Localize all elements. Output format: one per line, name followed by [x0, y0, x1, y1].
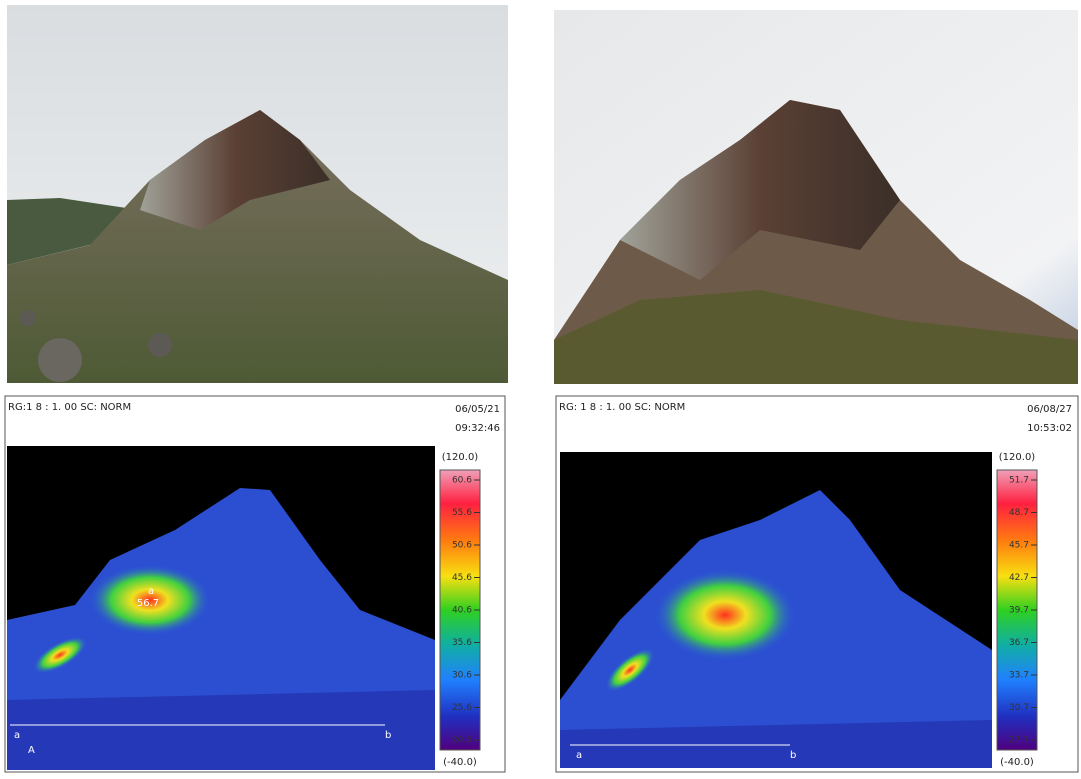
- scale-max: (120.0): [999, 452, 1036, 463]
- scale-label: 30.7: [1009, 703, 1029, 713]
- scale-label: 30.6: [452, 671, 472, 681]
- point-value: 56.7: [137, 598, 159, 609]
- line-end: b: [385, 730, 391, 741]
- scale-max: (120.0): [442, 452, 479, 463]
- figure: RG:1 8 : 1. 00 SC: NORM 06/05/21 09:32:46 (…: [0, 0, 1081, 775]
- header: RG: 1 8 : 1. 00 SC: NORM: [559, 402, 685, 413]
- scale-label: 55.6: [452, 508, 472, 518]
- scale-min: (-40.0): [1000, 757, 1034, 768]
- date: 06/08/27: [1027, 404, 1072, 415]
- line-end: b: [790, 750, 796, 761]
- scale-label: 35.6: [452, 638, 472, 648]
- photo-right: [554, 10, 1078, 384]
- scale-label: 39.7: [1009, 606, 1029, 616]
- date: 06/05/21: [455, 404, 500, 415]
- header: RG:1 8 : 1. 00 SC: NORM: [8, 402, 131, 413]
- scale-label: 42.7: [1009, 573, 1029, 583]
- scale-min: (-40.0): [443, 757, 477, 768]
- scale-label: 33.7: [1009, 671, 1029, 681]
- time: 10:53:02: [1027, 423, 1072, 434]
- scale-label: 36.7: [1009, 638, 1029, 648]
- scale-label: 40.6: [452, 606, 472, 616]
- line-start: a: [14, 730, 20, 741]
- scale-label: 25.6: [452, 703, 472, 713]
- scale-label: 45.6: [452, 573, 472, 583]
- thermal-foreground: [7, 690, 435, 770]
- time: 09:32:46: [455, 423, 500, 434]
- scale-label: 20.6: [452, 736, 472, 746]
- scale-label: 51.7: [1009, 476, 1029, 486]
- scale-label: 45.7: [1009, 541, 1029, 551]
- point-label: a: [148, 586, 154, 597]
- photo-left: [7, 5, 508, 383]
- line-name: A: [28, 745, 35, 756]
- line-start: a: [576, 750, 582, 761]
- scale-label: 50.6: [452, 541, 472, 551]
- thermal-images: [5, 396, 1078, 772]
- hot-area: [655, 570, 795, 660]
- scale-label: 48.7: [1009, 508, 1029, 518]
- scale-label: 27.7: [1009, 736, 1029, 746]
- scale-label: 60.6: [452, 476, 472, 486]
